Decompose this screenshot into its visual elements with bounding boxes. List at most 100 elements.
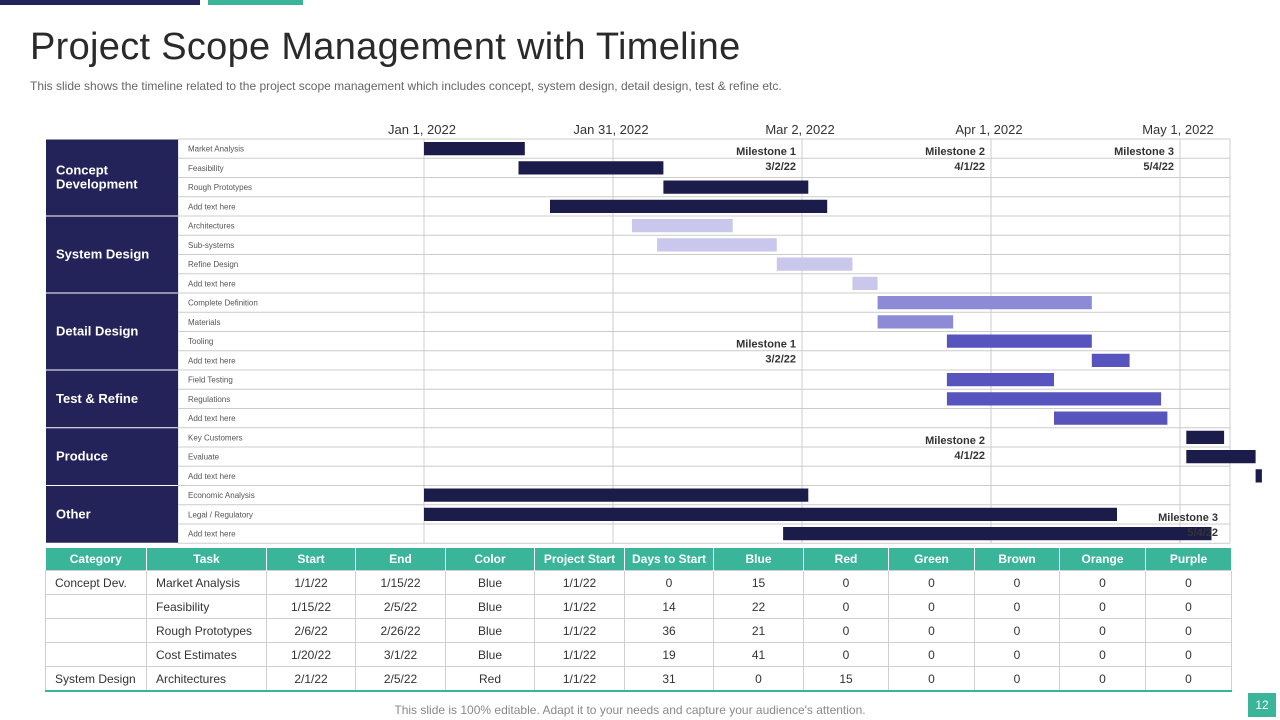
table-header-row: Category Task Start End Color Project St… — [45, 548, 1232, 571]
table-cell: 1/1/22 — [534, 618, 625, 643]
milestone-date: 5/4/22 — [1143, 161, 1174, 173]
table-cell: 2/1/22 — [266, 666, 356, 692]
gantt-bar — [424, 488, 809, 502]
category-label: System Design — [56, 247, 149, 262]
table-cell: 15 — [713, 570, 804, 595]
table-cell: 0 — [803, 570, 889, 595]
table-cell: 1/15/22 — [355, 570, 446, 595]
gantt-bar — [1255, 469, 1262, 483]
table-cell: Blue — [445, 594, 535, 619]
gantt-bar — [1186, 430, 1225, 444]
table-cell: 0 — [888, 594, 975, 619]
table-cell: Architectures — [146, 666, 267, 692]
gantt-bar — [424, 507, 1117, 521]
task-label: Add text here — [188, 414, 236, 423]
gantt-bar — [783, 527, 1212, 541]
table-cell: 0 — [1145, 642, 1232, 667]
header-category: Category — [45, 548, 147, 571]
header-days-to-start: Days to Start — [624, 548, 714, 571]
table-cell: 0 — [974, 570, 1060, 595]
table-cell: 0 — [974, 666, 1060, 692]
header-start: Start — [266, 548, 356, 571]
milestone-title: Milestone 3 — [1114, 146, 1174, 158]
table-row: Cost Estimates 1/20/22 3/1/22 Blue 1/1/22 19 4… — [45, 642, 1232, 667]
table-cell: Feasibility — [146, 594, 267, 619]
task-label: Economic Analysis — [188, 491, 255, 500]
table-cell: 1/15/22 — [266, 594, 356, 619]
table-cell: System Design — [45, 666, 147, 692]
gantt-bar — [1054, 411, 1168, 425]
category-block-system-design — [46, 216, 178, 293]
table-cell: 0 — [888, 618, 975, 643]
table-cell: 0 — [1059, 570, 1146, 595]
gantt-bar — [946, 373, 1054, 387]
x-tick-label: Jan 31, 2022 — [573, 122, 648, 137]
gantt-bar — [852, 276, 878, 290]
task-label: Add text here — [188, 202, 236, 211]
milestone-date: 5/4/22 — [1187, 527, 1218, 539]
table-cell: 1/1/22 — [534, 642, 625, 667]
task-label: Evaluate — [188, 453, 220, 462]
task-label: Tooling — [188, 337, 213, 346]
table-cell: Rough Prototypes — [146, 618, 267, 643]
table-cell: 1/1/22 — [534, 666, 625, 692]
table-cell: 14 — [624, 594, 714, 619]
table-cell: 0 — [1059, 666, 1146, 692]
table-cell: 1/1/22 — [534, 570, 625, 595]
table-cell: 0 — [1145, 618, 1232, 643]
gantt-bar — [776, 257, 853, 271]
footer-note: This slide is 100% editable. Adapt it to… — [394, 703, 866, 717]
gantt-bar — [663, 180, 809, 194]
page-number: 12 — [1248, 693, 1276, 717]
table-body: Concept Dev. Market Analysis 1/1/22 1/15/22… — [45, 570, 1232, 692]
gantt-bar — [946, 392, 1162, 406]
table-cell: 0 — [1145, 570, 1232, 595]
table-cell: Market Analysis — [146, 570, 267, 595]
header-red: Red — [803, 548, 889, 571]
category-label: Detail Design — [56, 324, 138, 339]
task-label: Key Customers — [188, 433, 243, 442]
table-cell: 0 — [1059, 618, 1146, 643]
table-cell — [45, 618, 147, 643]
table-row: Rough Prototypes 2/6/22 2/26/22 Blue 1/1/22 3… — [45, 618, 1232, 643]
category-label: Other — [56, 506, 91, 521]
table-cell: 41 — [713, 642, 804, 667]
table-row: System Design Architectures 2/1/22 2/5/22 Re… — [45, 666, 1232, 692]
table-cell: 2/5/22 — [355, 666, 446, 692]
table-cell: 0 — [974, 594, 1060, 619]
table-cell: 0 — [803, 618, 889, 643]
table-cell: 15 — [803, 666, 889, 692]
table-cell: 0 — [803, 594, 889, 619]
table-cell: 0 — [803, 642, 889, 667]
gantt-bar — [550, 199, 828, 213]
table-cell: 22 — [713, 594, 804, 619]
task-label: Market Analysis — [188, 145, 244, 154]
x-tick-label: Jan 1, 2022 — [388, 122, 456, 137]
milestone-title: Milestone 1 — [736, 339, 796, 351]
data-table: Category Task Start End Color Project St… — [45, 548, 1232, 692]
task-label: Add text here — [188, 530, 236, 539]
task-label: Refine Design — [188, 260, 238, 269]
milestone-date: 4/1/22 — [954, 450, 985, 462]
table-cell: 19 — [624, 642, 714, 667]
milestone-title: Milestone 2 — [925, 146, 985, 158]
table-cell: 0 — [888, 570, 975, 595]
category-label: Concept — [56, 163, 109, 178]
task-label: Add text here — [188, 279, 236, 288]
task-label: Architectures — [188, 222, 235, 231]
table-cell — [45, 642, 147, 667]
page-subtitle: This slide shows the timeline related to… — [30, 79, 782, 93]
header-blue: Blue — [713, 548, 804, 571]
table-cell: 0 — [974, 618, 1060, 643]
task-label: Field Testing — [188, 376, 233, 385]
gantt-bar — [1186, 450, 1256, 464]
gantt-bar — [657, 238, 777, 252]
table-cell: 1/1/22 — [266, 570, 356, 595]
table-cell: 0 — [713, 666, 804, 692]
table-cell: Concept Dev. — [45, 570, 147, 595]
table-row: Feasibility 1/15/22 2/5/22 Blue 1/1/22 14 22 0 0… — [45, 594, 1232, 619]
table-cell: Blue — [445, 642, 535, 667]
header-brown: Brown — [974, 548, 1060, 571]
table-cell: Blue — [445, 570, 535, 595]
